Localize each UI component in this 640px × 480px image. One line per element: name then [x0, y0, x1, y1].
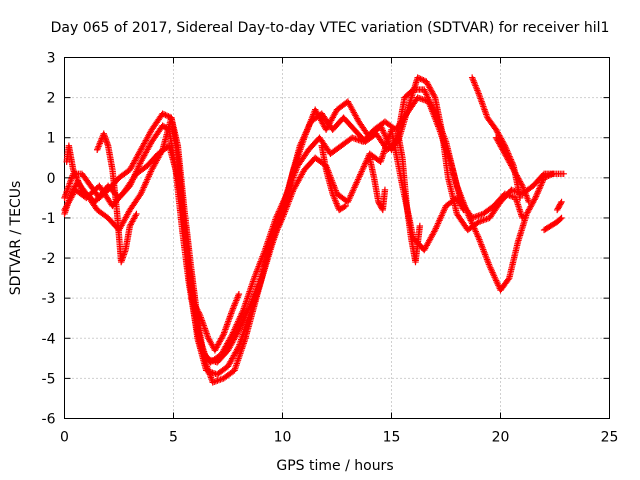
axis-ticks [64, 57, 610, 419]
grid-lines [64, 57, 610, 419]
y-tick-label: -3 [42, 291, 56, 307]
y-tick-label: -2 [42, 251, 56, 267]
data-point [431, 92, 438, 100]
data-point [558, 198, 565, 206]
plot-frame [64, 57, 610, 419]
data-point [235, 290, 243, 298]
y-tick-label: 3 [47, 51, 56, 67]
series-track-8 [366, 154, 389, 214]
data-point [525, 198, 533, 206]
data-point [558, 214, 565, 222]
y-tick-label: 0 [47, 171, 56, 187]
y-tick-label: -5 [42, 371, 56, 387]
series-track-6 [187, 290, 243, 354]
data-point [416, 222, 424, 230]
x-tick-label: 5 [169, 430, 178, 446]
data-point [381, 186, 389, 194]
data-point [531, 196, 538, 203]
y-axis-label: SDTVAR / TECUs [8, 181, 24, 296]
data-point [342, 202, 349, 210]
series-track-13 [553, 198, 565, 214]
data-point [341, 203, 348, 210]
y-tick-labels: -6 -5 -4 -3 -2 -1 0 1 2 3 [42, 51, 56, 428]
x-axis-label: GPS time / hours [276, 458, 393, 474]
data-point [549, 170, 557, 178]
series-track-5 [94, 130, 140, 266]
data-point [159, 110, 166, 117]
x-tick-labels: 0 5 10 15 20 25 [60, 430, 618, 446]
data-point [133, 210, 140, 218]
data-point [557, 215, 564, 223]
y-tick-label: -1 [42, 211, 56, 227]
data-point [545, 172, 552, 180]
data-point [548, 171, 555, 178]
data-point [542, 173, 549, 181]
data-point [162, 111, 169, 119]
data-point [546, 171, 554, 179]
x-tick-label: 15 [383, 430, 401, 446]
x-tick-label: 0 [60, 430, 69, 446]
data-point [160, 111, 168, 118]
x-tick-label: 10 [274, 430, 292, 446]
data-point [219, 332, 227, 339]
series-track-3 [61, 86, 557, 378]
data-point [540, 174, 548, 182]
series-track-9 [394, 130, 424, 266]
y-tick-label: 2 [47, 91, 56, 107]
data-point [543, 173, 551, 180]
data-point [415, 75, 423, 82]
series-track-12 [540, 214, 565, 234]
data-points [61, 74, 567, 386]
data-point [163, 112, 171, 119]
data-point [420, 77, 427, 84]
data-point [414, 74, 421, 81]
data-point [560, 170, 567, 178]
x-tick-label: 20 [492, 430, 510, 446]
data-point [557, 200, 565, 207]
y-tick-label: -6 [42, 412, 56, 428]
data-point [518, 181, 525, 188]
y-tick-label: 1 [47, 131, 56, 147]
data-point [505, 276, 512, 283]
series-track-4 [63, 94, 526, 366]
data-point [418, 76, 426, 83]
series-track-7 [318, 142, 349, 214]
series-track-11 [492, 134, 533, 206]
chart-title: Day 065 of 2017, Sidereal Day-to-day VTE… [51, 20, 610, 36]
y-tick-label: -4 [42, 331, 56, 347]
data-point [408, 87, 416, 94]
data-point [132, 212, 139, 219]
data-point [519, 214, 526, 222]
x-tick-label: 25 [601, 430, 619, 446]
data-point [195, 309, 203, 316]
data-point [516, 194, 524, 202]
data-point [165, 113, 172, 120]
data-point [417, 75, 424, 83]
